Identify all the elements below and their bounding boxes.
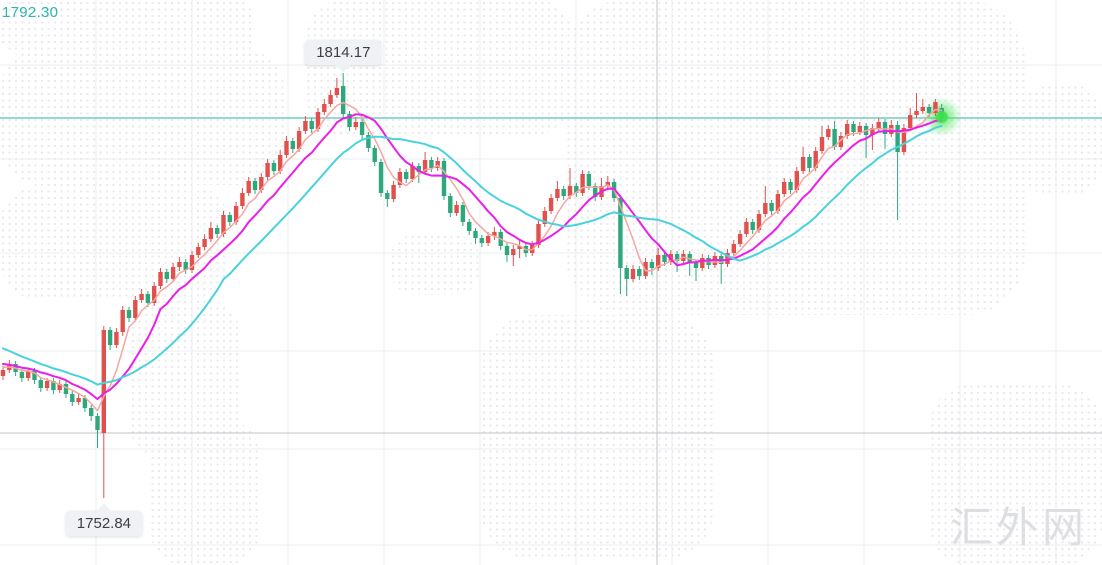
watermark-logo-text: 汇外网 [949,506,1088,552]
current-price-label: 1792.30 [2,4,59,21]
ma5-line [2,101,943,412]
candles [0,73,944,498]
high-price-tooltip: 1814.17 [305,40,382,73]
last-price-glow-core [935,111,948,123]
ma10-line [2,113,943,401]
low-price-tooltip: 1752.84 [65,503,143,536]
ma20-line [2,125,943,386]
